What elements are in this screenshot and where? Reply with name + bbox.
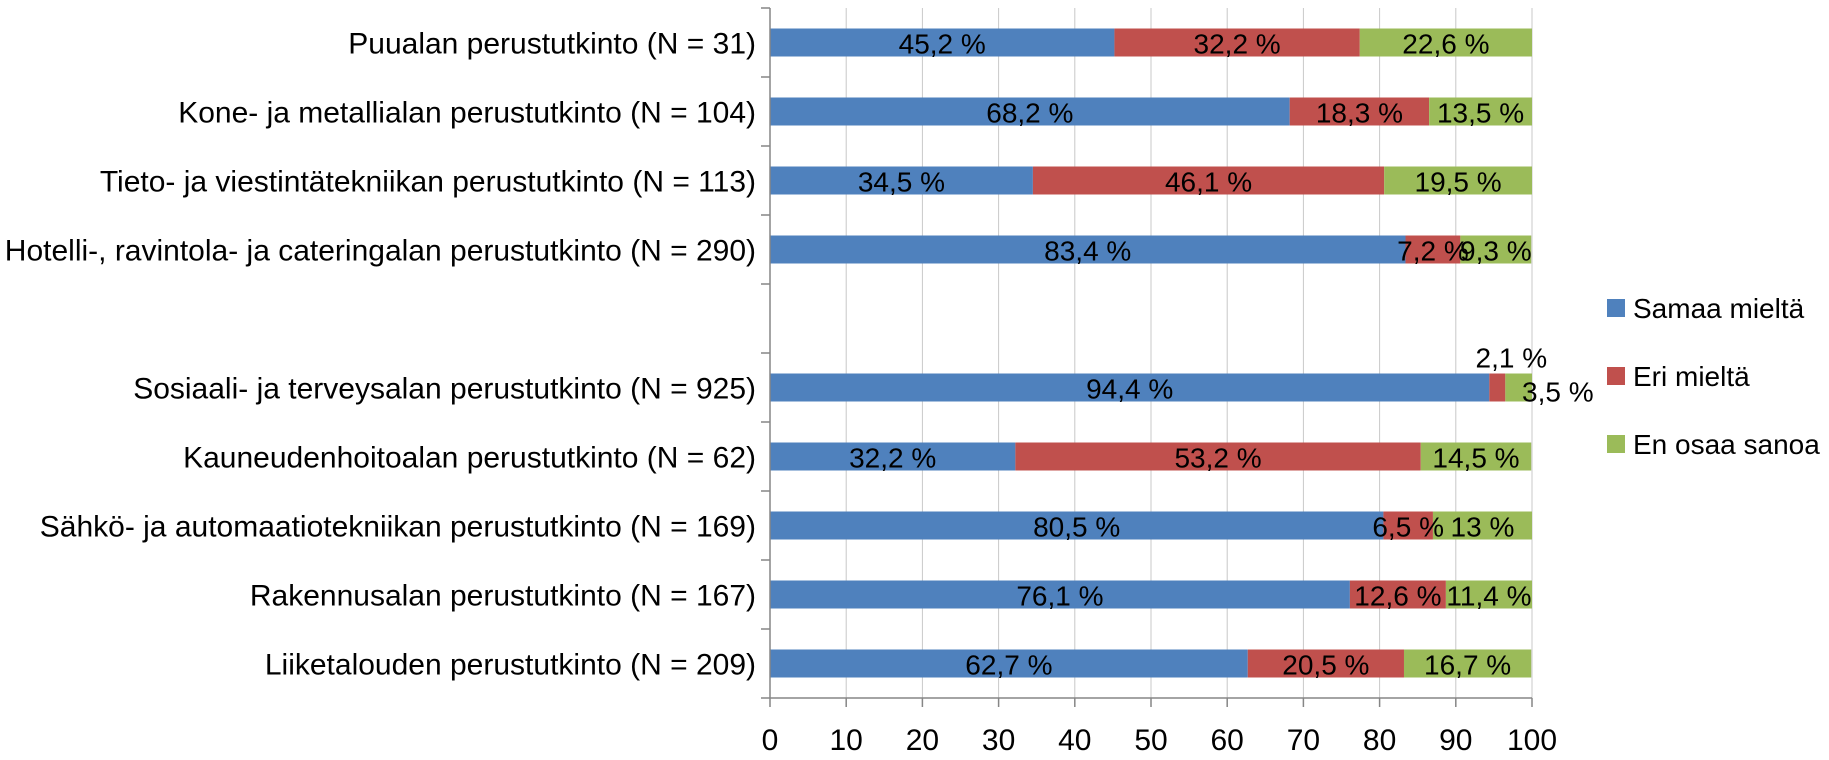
data-label: 62,7 % (965, 650, 1052, 681)
category-label: Kauneudenhoitoalan perustutkinto (N = 62… (183, 442, 756, 475)
bar-segment-en-osaa (1432, 511, 1532, 540)
data-label: 11,4 % (1446, 581, 1531, 612)
x-tick-label: 70 (1287, 724, 1320, 757)
bar-segment-en-osaa (1359, 28, 1532, 57)
legend-swatch (1607, 435, 1625, 453)
data-label: 94,4 % (1086, 374, 1173, 405)
data-label: 34,5 % (858, 167, 945, 198)
data-label: 3,5 % (1522, 377, 1594, 408)
x-tick-label: 10 (830, 724, 863, 757)
bar-segment-eri (1114, 28, 1360, 57)
x-tick-label: 80 (1363, 724, 1396, 757)
data-label: 14,5 % (1432, 443, 1519, 474)
bar-segment-en-osaa (1384, 166, 1532, 195)
data-label: 80,5 % (1033, 512, 1120, 543)
bar-segment-samaa (770, 580, 1350, 609)
data-label: 83,4 % (1044, 236, 1131, 267)
data-label: 20,5 % (1282, 650, 1369, 681)
bar-segment-samaa (770, 442, 1016, 471)
bar-segment-samaa (770, 28, 1115, 57)
bar-segment-samaa (770, 97, 1290, 126)
data-label: 2,1 % (1476, 343, 1548, 374)
category-label: Sähkö- ja automaatiotekniikan perustutki… (40, 511, 756, 544)
bar-segment-en-osaa (1460, 235, 1532, 264)
bar-segment-samaa (770, 166, 1033, 195)
data-label: 76,1 % (1016, 581, 1103, 612)
x-tick-label: 0 (762, 724, 779, 757)
bar-segment-en-osaa (1445, 580, 1532, 609)
axes (761, 7, 1533, 707)
data-label: 46,1 % (1165, 167, 1252, 198)
bars (770, 28, 1532, 678)
data-label: 9,3 % (1460, 236, 1532, 267)
legend-label: Samaa mieltä (1633, 293, 1805, 324)
data-label: 18,3 % (1316, 98, 1403, 129)
bar-segment-eri (1247, 649, 1404, 678)
data-label: 32,2 % (849, 443, 936, 474)
x-tick-labels: 0 10 20 30 40 50 60 70 80 90 100 (762, 724, 1557, 757)
bar-segment-eri (1489, 373, 1506, 402)
x-tick-label: 90 (1439, 724, 1472, 757)
bar-segment-eri (1015, 442, 1421, 471)
bar-segment-en-osaa (1429, 97, 1532, 126)
bar-segment-eri (1383, 511, 1433, 540)
category-label: Liiketalouden perustutkinto (N = 209) (265, 649, 756, 682)
legend-label: En osaa sanoa (1633, 429, 1820, 460)
data-label: 68,2 % (986, 98, 1073, 129)
data-label: 7,2 % (1397, 236, 1469, 267)
bar-segment-en-osaa (1403, 649, 1532, 678)
category-label: Sosiaali- ja terveysalan perustutkinto (… (133, 373, 756, 406)
bar-segment-eri (1032, 166, 1385, 195)
category-labels: Puualan perustutkinto (N = 31) Kone- ja m… (5, 28, 756, 682)
legend-swatch (1607, 367, 1625, 385)
legend-swatch (1607, 299, 1625, 317)
legend-label: Eri mieltä (1633, 361, 1750, 392)
data-labels: 45,2 % 32,2 % 22,6 % 68,2 % 18,3 % 13,5 % 34,5… (849, 29, 1594, 681)
bar-segment-eri (1405, 235, 1461, 264)
data-label: 13 % (1451, 512, 1515, 543)
x-tick-label: 20 (906, 724, 939, 757)
data-label: 16,7 % (1424, 650, 1511, 681)
bar-segment-samaa (770, 373, 1490, 402)
bar-segment-samaa (770, 649, 1248, 678)
bar-segment-samaa (770, 235, 1406, 264)
data-label: 32,2 % (1194, 29, 1281, 60)
x-tick-label: 50 (1134, 724, 1167, 757)
data-label: 45,2 % (899, 29, 986, 60)
category-label: Puualan perustutkinto (N = 31) (348, 28, 756, 61)
category-label: Kone- ja metallialan perustutkinto (N = … (178, 97, 756, 130)
bar-segment-en-osaa (1420, 442, 1532, 471)
bar-segment-en-osaa (1505, 373, 1532, 402)
category-label: Rakennusalan perustutkinto (N = 167) (250, 580, 756, 613)
data-label: 22,6 % (1402, 29, 1489, 60)
category-label: Tieto- ja viestintätekniikan perustutkin… (100, 166, 756, 199)
data-label: 53,2 % (1174, 443, 1261, 474)
bar-segment-eri (1289, 97, 1430, 126)
x-tick-label: 40 (1058, 724, 1091, 757)
data-label: 13,5 % (1437, 98, 1524, 129)
x-tick-label: 100 (1507, 724, 1557, 757)
data-label: 12,6 % (1354, 581, 1441, 612)
x-tick-label: 30 (982, 724, 1015, 757)
data-label: 6,5 % (1372, 512, 1444, 543)
data-label: 19,5 % (1415, 167, 1502, 198)
x-tick-label: 60 (1211, 724, 1244, 757)
category-label: Hotelli-, ravintola- ja cateringalan per… (5, 235, 756, 268)
bar-segment-eri (1349, 580, 1446, 609)
legend: Samaa mieltä Eri mieltä En osaa sanoa (1607, 293, 1820, 460)
bar-segment-samaa (770, 511, 1384, 540)
